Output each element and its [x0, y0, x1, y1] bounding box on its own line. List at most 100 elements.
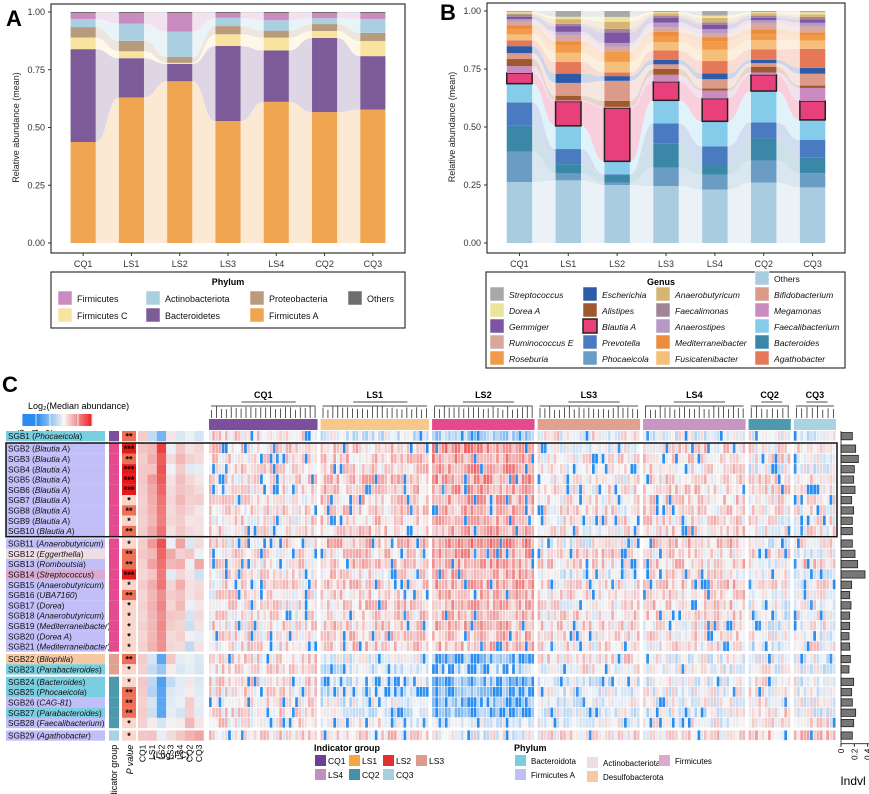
sample-cell	[288, 579, 292, 590]
sample-cell	[282, 676, 286, 687]
sample-cell	[595, 579, 598, 590]
sample-cell	[630, 559, 634, 569]
sample-cell	[387, 569, 391, 579]
alluvial-flow-agathobacter	[532, 40, 556, 74]
row-label: SGB7 (Blautia A)	[8, 496, 70, 505]
sample-cell	[419, 515, 423, 526]
sample-cell	[256, 697, 260, 707]
sample-cell	[247, 641, 250, 652]
log2fc-cell	[138, 443, 148, 454]
sample-cell	[531, 664, 535, 674]
sample-cell	[592, 631, 595, 641]
log2fc-cell	[166, 600, 176, 611]
sample-cell	[285, 515, 289, 526]
sample-cell	[231, 676, 235, 687]
sample-cell	[349, 548, 352, 559]
sample-cell	[352, 453, 356, 464]
sample-cell	[489, 559, 493, 569]
sample-cell	[492, 687, 496, 697]
sample-cell	[566, 730, 570, 741]
sample-cell	[323, 579, 327, 590]
sample-cell	[528, 453, 531, 464]
sample-cell	[537, 653, 541, 664]
sample-cell	[301, 641, 305, 652]
sample-cell	[576, 641, 579, 652]
sample-cell	[311, 687, 314, 697]
sample-cell	[301, 443, 305, 454]
sample-cell	[543, 525, 547, 536]
sample-cell	[550, 515, 554, 526]
sample-cell	[448, 653, 451, 664]
sample-cell	[521, 631, 525, 641]
sample-cell	[320, 453, 324, 464]
sample-cell	[397, 687, 400, 697]
sample-cell	[244, 431, 247, 441]
sample-cell	[678, 431, 682, 441]
sample-cell	[218, 431, 222, 441]
sample-cell	[419, 525, 423, 536]
sample-cell	[518, 515, 522, 526]
sample-cell	[368, 687, 372, 697]
sample-cell	[422, 600, 426, 610]
sample-cell	[263, 548, 266, 559]
sample-cell	[489, 620, 493, 631]
sample-cell	[368, 548, 372, 559]
sample-cell	[556, 600, 560, 610]
sample-cell	[419, 495, 423, 505]
sample-cell	[311, 453, 314, 464]
sample-cell	[435, 620, 438, 631]
sample-cell	[512, 620, 515, 631]
sample-cell	[473, 687, 477, 697]
sample-cell	[604, 610, 608, 621]
sample-cell	[486, 538, 490, 549]
log2fc-cell	[156, 641, 167, 652]
sample-cell	[726, 464, 730, 474]
sample-cell	[627, 569, 630, 579]
sample-cell	[304, 464, 308, 474]
row-phylum-band	[6, 474, 105, 485]
sample-cell	[247, 525, 250, 536]
sample-cell	[374, 453, 378, 464]
bar-segment	[555, 31, 581, 36]
sample-cell	[611, 474, 614, 485]
sample-cell	[384, 730, 388, 741]
panel-c-heatmap: Log₂(Median abundance)-6-4-2024SGB1 (Pho…	[5, 390, 869, 794]
sample-cell	[403, 579, 407, 590]
sample-cell	[659, 464, 662, 474]
sample-cell	[269, 474, 273, 485]
p-value-cell	[122, 664, 136, 675]
sample-cell	[489, 569, 493, 579]
sample-cell	[601, 515, 605, 526]
sample-cell	[390, 559, 394, 569]
sample-cell	[483, 653, 487, 664]
legend-label: Alistipes	[601, 306, 635, 316]
sample-cell	[556, 515, 560, 526]
sample-cell	[365, 610, 368, 621]
sample-cell	[282, 431, 286, 441]
sample-cell	[438, 589, 442, 600]
sample-cell	[365, 707, 368, 718]
sample-cell	[636, 610, 640, 621]
sample-cell	[486, 559, 490, 569]
bar-segment	[215, 46, 241, 122]
sample-cell	[543, 515, 547, 526]
sample-cell	[240, 505, 244, 515]
legend-swatch	[57, 290, 73, 306]
sample-cell	[323, 464, 327, 474]
sample-cell	[592, 484, 595, 495]
sample-cell	[406, 600, 410, 610]
sample-cell	[528, 600, 531, 610]
sample-cell	[556, 484, 560, 495]
sample-cell	[460, 464, 464, 474]
sample-cell	[483, 589, 487, 600]
sample-cell	[508, 717, 512, 728]
sample-cell	[224, 525, 228, 536]
sample-cell	[298, 653, 302, 664]
sample-cell	[336, 600, 340, 610]
sample-cell	[435, 505, 438, 515]
sample-cell	[540, 676, 544, 687]
sample-cell	[250, 610, 254, 621]
sample-cell	[279, 707, 282, 718]
alluvial-flow-roseburia	[580, 45, 605, 62]
alluvial-flow-firmicutes	[288, 13, 313, 21]
